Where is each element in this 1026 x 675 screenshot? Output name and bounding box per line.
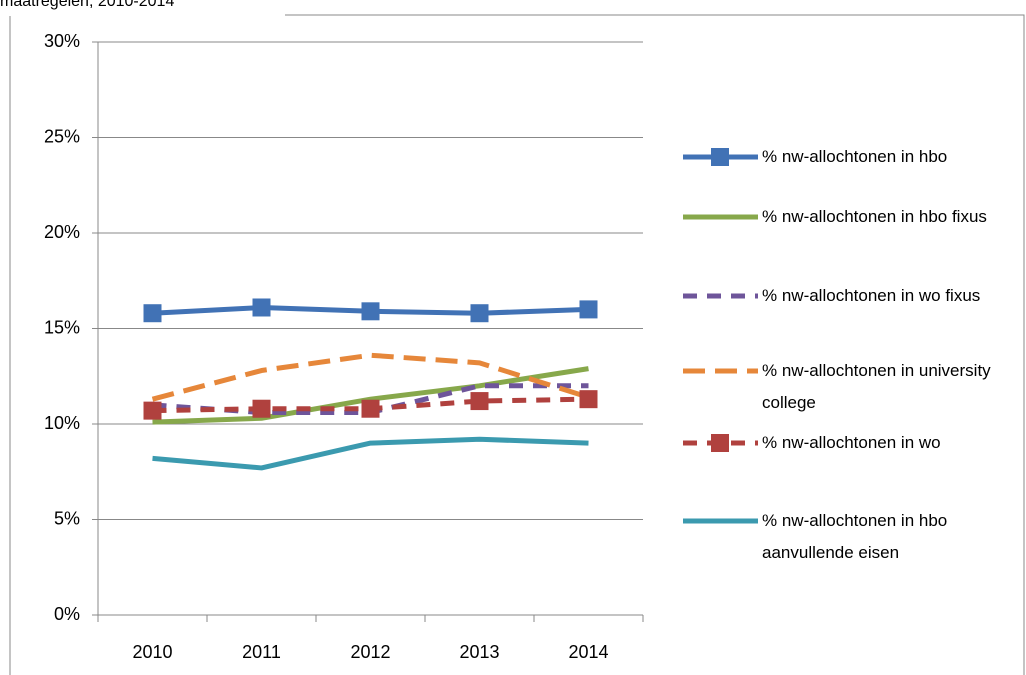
- legend-label: % nw-allochtonen in wo: [762, 433, 941, 452]
- marker: [470, 304, 489, 323]
- marker: [143, 304, 162, 323]
- marker: [143, 401, 162, 420]
- marker: [252, 399, 271, 418]
- series-line: [151, 352, 590, 402]
- series-line: [152, 436, 589, 471]
- x-tick-label: 2010: [132, 642, 172, 662]
- chart-border: [9, 14, 1025, 675]
- legend-marker: [711, 148, 729, 166]
- y-tick-label: 5%: [54, 508, 80, 528]
- marker: [579, 390, 598, 409]
- x-tick-label: 2014: [568, 642, 608, 662]
- legend-marker: [711, 434, 729, 452]
- legend-label: % nw-allochtonen in hbo fixus: [762, 207, 987, 226]
- x-tick-label: 2011: [242, 642, 281, 662]
- marker: [361, 399, 380, 418]
- y-tick-label: 10%: [44, 413, 80, 433]
- legend-label: % nw-allochtonen in wo fixus: [762, 286, 981, 305]
- marker: [252, 298, 271, 317]
- y-tick-label: 15%: [44, 317, 80, 337]
- title-background: [0, 0, 285, 16]
- legend-label: % nw-allochtonen in hbo: [762, 147, 948, 166]
- x-tick-label: 2012: [350, 642, 390, 662]
- y-tick-label: 30%: [44, 31, 80, 51]
- y-tick-label: 20%: [44, 222, 80, 242]
- marker: [470, 392, 489, 411]
- x-tick-label: 2013: [459, 642, 499, 662]
- y-tick-label: 0%: [54, 604, 80, 624]
- marker: [579, 300, 598, 319]
- legend-label: % nw-allochtonen in hbo aanvullende eise…: [762, 511, 948, 562]
- chart-title: maatregelen, 2010-2014: [0, 0, 174, 10]
- legend-label: % nw-allochtonen in university college: [762, 361, 991, 412]
- y-tick-label: 25%: [44, 126, 80, 146]
- series-line: [152, 366, 589, 425]
- marker: [361, 302, 380, 321]
